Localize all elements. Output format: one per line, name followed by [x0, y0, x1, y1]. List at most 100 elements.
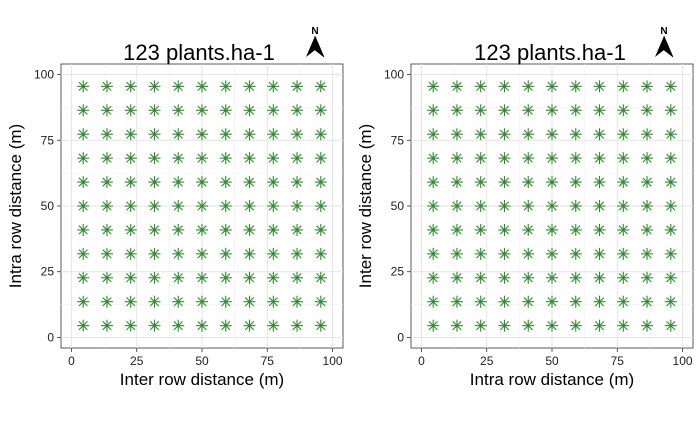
plant-marker-stroke [268, 153, 278, 163]
plant-marker-stroke [221, 297, 231, 307]
plant-marker [664, 176, 677, 189]
plant-marker-stroke [428, 321, 438, 331]
plant-marker [77, 223, 90, 236]
plant-marker [474, 80, 487, 93]
plant-marker [664, 295, 677, 308]
plant-marker-stroke [149, 153, 160, 163]
plant-marker [124, 295, 137, 308]
plant-marker [522, 176, 535, 189]
plant-marker-stroke [126, 249, 136, 259]
plant-marker [427, 80, 440, 93]
plant-marker [124, 104, 137, 117]
plant-marker-stroke [316, 105, 326, 115]
plant-marker-stroke [547, 321, 557, 331]
plant-marker-stroke [594, 225, 605, 235]
plant-marker-stroke [666, 105, 676, 115]
plant-marker [593, 247, 606, 260]
plant-marker-stroke [476, 225, 486, 235]
plant-marker-stroke [452, 177, 462, 187]
x-tick-label: 25 [480, 354, 494, 368]
plant-marker [291, 223, 304, 236]
plant-marker [267, 223, 280, 236]
plant-marker-stroke [618, 105, 628, 115]
plant-marker [77, 80, 90, 93]
plant-marker [219, 295, 232, 308]
plant-marker-stroke [523, 81, 533, 91]
plant-marker [641, 80, 654, 93]
plant-marker [124, 247, 137, 260]
plant-marker [124, 271, 137, 284]
x-tick-label: 25 [130, 354, 144, 368]
plant-marker [243, 295, 256, 308]
plant-marker-stroke [428, 249, 438, 259]
plant-marker [172, 271, 185, 284]
plant-marker [522, 223, 535, 236]
plant-marker-stroke [428, 129, 438, 139]
plant-marker-stroke [292, 129, 302, 139]
plant-marker-stroke [476, 273, 486, 283]
plant-marker-stroke [221, 273, 231, 283]
plant-marker [450, 319, 463, 332]
plant-marker [267, 295, 280, 308]
plant-marker-stroke [221, 321, 231, 331]
plant-marker-stroke [476, 177, 486, 187]
plant-marker [498, 176, 511, 189]
plant-marker [664, 80, 677, 93]
plant-marker-stroke [594, 129, 605, 139]
plant-marker [243, 176, 256, 189]
plant-marker-stroke [571, 81, 581, 91]
plant-marker-stroke [523, 201, 533, 211]
plant-marker [617, 223, 630, 236]
plant-marker [148, 80, 161, 93]
plant-marker-stroke [618, 273, 628, 283]
plant-marker-stroke [523, 105, 533, 115]
plant-marker-stroke [221, 177, 231, 187]
plant-marker-stroke [618, 321, 628, 331]
plant-marker [77, 271, 90, 284]
north-arrow-icon [655, 35, 674, 58]
plant-marker-stroke [316, 297, 326, 307]
plant-marker-stroke [428, 153, 438, 163]
plant-marker [267, 152, 280, 165]
plant-marker [77, 247, 90, 260]
plant-marker-stroke [221, 153, 231, 163]
plant-marker-stroke [149, 273, 160, 283]
plant-marker-stroke [618, 249, 628, 259]
plant-marker [291, 200, 304, 212]
plant-marker [267, 104, 280, 117]
plant-marker-stroke [292, 297, 302, 307]
y-tick-label: 0 [397, 330, 404, 344]
plant-marker [664, 128, 677, 141]
plant-marker-stroke [428, 81, 438, 91]
plant-marker-stroke [571, 105, 581, 115]
plant-marker-stroke [268, 105, 278, 115]
plant-marker-stroke [476, 201, 486, 211]
plant-marker [148, 104, 161, 117]
plant-marker [172, 104, 185, 117]
plant-marker-stroke [523, 129, 533, 139]
north-arrow-icon [306, 35, 325, 58]
plant-marker [450, 152, 463, 165]
plant-marker-stroke [594, 297, 605, 307]
plant-marker [148, 223, 161, 236]
plant-marker [77, 295, 90, 308]
x-tick-label: 75 [611, 354, 625, 368]
plant-marker-stroke [499, 225, 510, 235]
plant-marker [474, 200, 487, 212]
y-tick-label: 75 [391, 133, 405, 147]
plant-marker [314, 271, 327, 284]
plant-marker-stroke [499, 321, 510, 331]
plant-marker [593, 271, 606, 284]
plant-marker [664, 271, 677, 284]
plant-marker [522, 200, 535, 212]
plant-marker-stroke [428, 225, 438, 235]
plant-marker [196, 152, 208, 165]
plant-marker-stroke [499, 129, 510, 139]
plant-marker [124, 80, 137, 93]
plant-marker [291, 271, 304, 284]
plant-marker [77, 200, 90, 212]
plant-marker-stroke [594, 273, 605, 283]
plant-marker-stroke [452, 249, 462, 259]
plant-marker-stroke [642, 273, 652, 283]
